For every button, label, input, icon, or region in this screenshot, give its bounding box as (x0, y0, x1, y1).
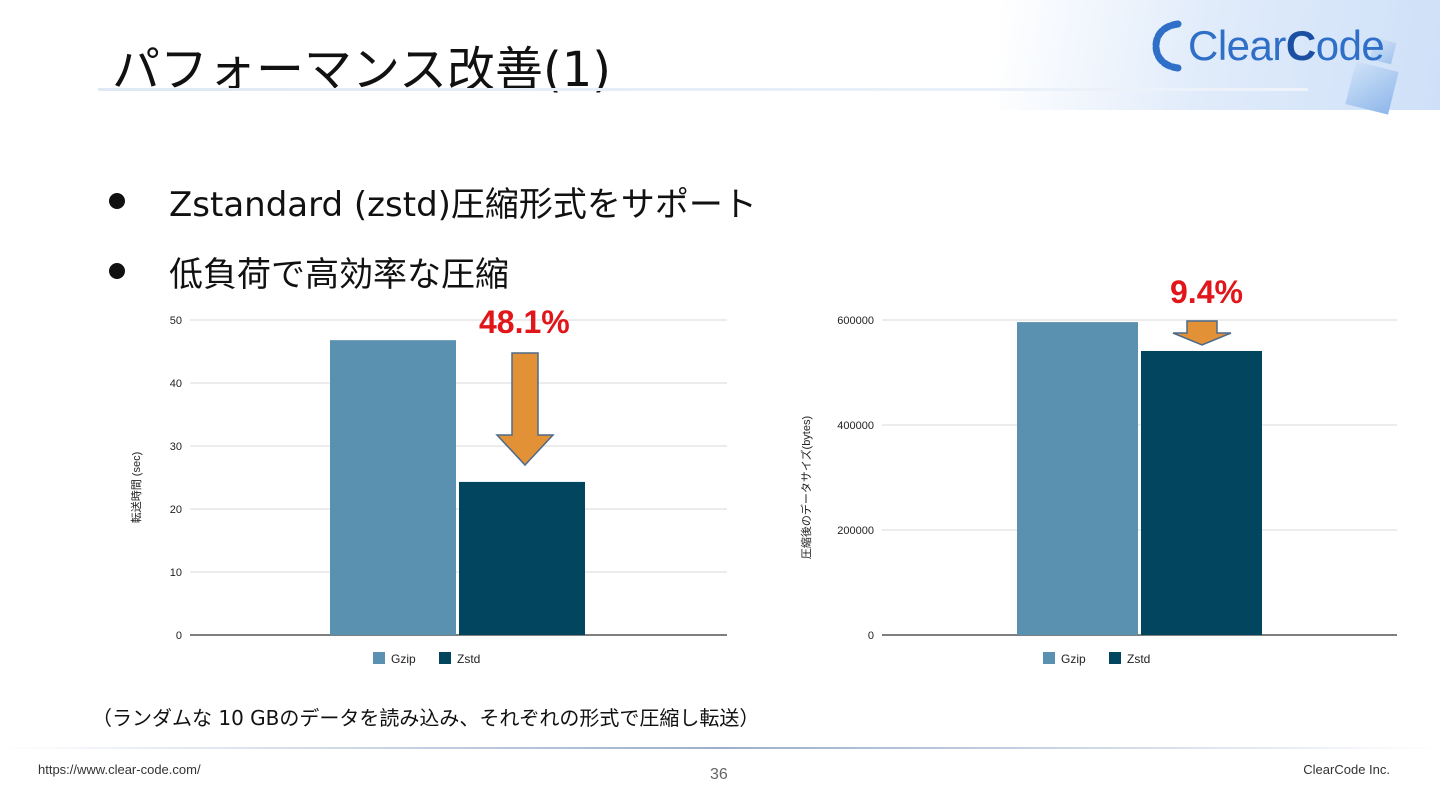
bullet-dot-icon (109, 193, 125, 209)
legend-swatch (1109, 652, 1121, 664)
bar-gzip (330, 340, 456, 635)
footer-divider (0, 747, 1440, 749)
clearcode-logo: ClearCode (1150, 18, 1385, 74)
legend-label: Zstd (457, 652, 480, 666)
legend-swatch (439, 652, 451, 664)
y-tick-label: 40 (170, 378, 182, 390)
y-axis-label: 圧縮後のデータサイズ(bytes) (799, 416, 813, 559)
compressed-size-reduction-label: 9.4% (1170, 274, 1243, 310)
y-tick-label: 20 (170, 504, 182, 516)
legend-swatch (373, 652, 385, 664)
bullet-item: 低負荷で高効率な圧縮 (105, 248, 757, 295)
y-tick-label: 10 (170, 567, 182, 579)
transfer-time-chart-svg: 0 10 20 30 40 50 転送時間 (sec) Gzip Zstd (129, 315, 727, 666)
bar-zstd (1141, 350, 1262, 635)
legend-label: Gzip (1061, 652, 1086, 666)
footnote: （ランダムな 10 GBのデータを読み込み、それぞれの形式で圧縮し転送） (92, 706, 760, 730)
logo-text: ClearCode (1188, 22, 1385, 69)
legend-label: Zstd (1127, 652, 1150, 666)
page-number: 36 (710, 766, 728, 783)
transfer-time-reduction-label: 48.1% (479, 304, 570, 340)
y-axis-label: 転送時間 (sec) (129, 452, 143, 524)
bullet-list: Zstandard (zstd)圧縮形式をサポート 低負荷で高効率な圧縮 (105, 178, 757, 318)
bar-zstd (459, 481, 585, 635)
y-tick-label: 200000 (837, 525, 874, 537)
transfer-time-chart: 0 10 20 30 40 50 転送時間 (sec) Gzip Zstd (120, 305, 740, 685)
y-tick-label: 50 (170, 315, 182, 327)
y-tick-label: 600000 (837, 315, 874, 327)
legend-label: Gzip (391, 652, 416, 666)
reduction-arrow-icon (1172, 320, 1232, 346)
compressed-size-chart-svg: 0 200000 400000 600000 圧縮後のデータサイズ(bytes) Gzip… (799, 315, 1397, 666)
title-underline (98, 88, 1308, 91)
legend-swatch (1043, 652, 1055, 664)
y-tick-label: 0 (176, 630, 182, 642)
y-tick-label: 30 (170, 441, 182, 453)
bullet-text: Zstandard (zstd)圧縮形式をサポート (169, 184, 757, 225)
bullet-item: Zstandard (zstd)圧縮形式をサポート (105, 178, 757, 225)
y-tick-label: 0 (868, 630, 874, 642)
logo-bracket-icon (1152, 20, 1182, 72)
bullet-dot-icon (109, 263, 125, 279)
y-tick-label: 400000 (837, 420, 874, 432)
compressed-size-chart: 0 200000 400000 600000 圧縮後のデータサイズ(bytes) Gzip… (795, 305, 1415, 685)
footer-company: ClearCode Inc. (1303, 762, 1390, 777)
bar-gzip (1017, 322, 1138, 635)
bullet-text: 低負荷で高効率な圧縮 (169, 254, 509, 295)
reduction-arrow-icon (495, 352, 555, 467)
footer-url: https://www.clear-code.com/ (38, 762, 201, 777)
